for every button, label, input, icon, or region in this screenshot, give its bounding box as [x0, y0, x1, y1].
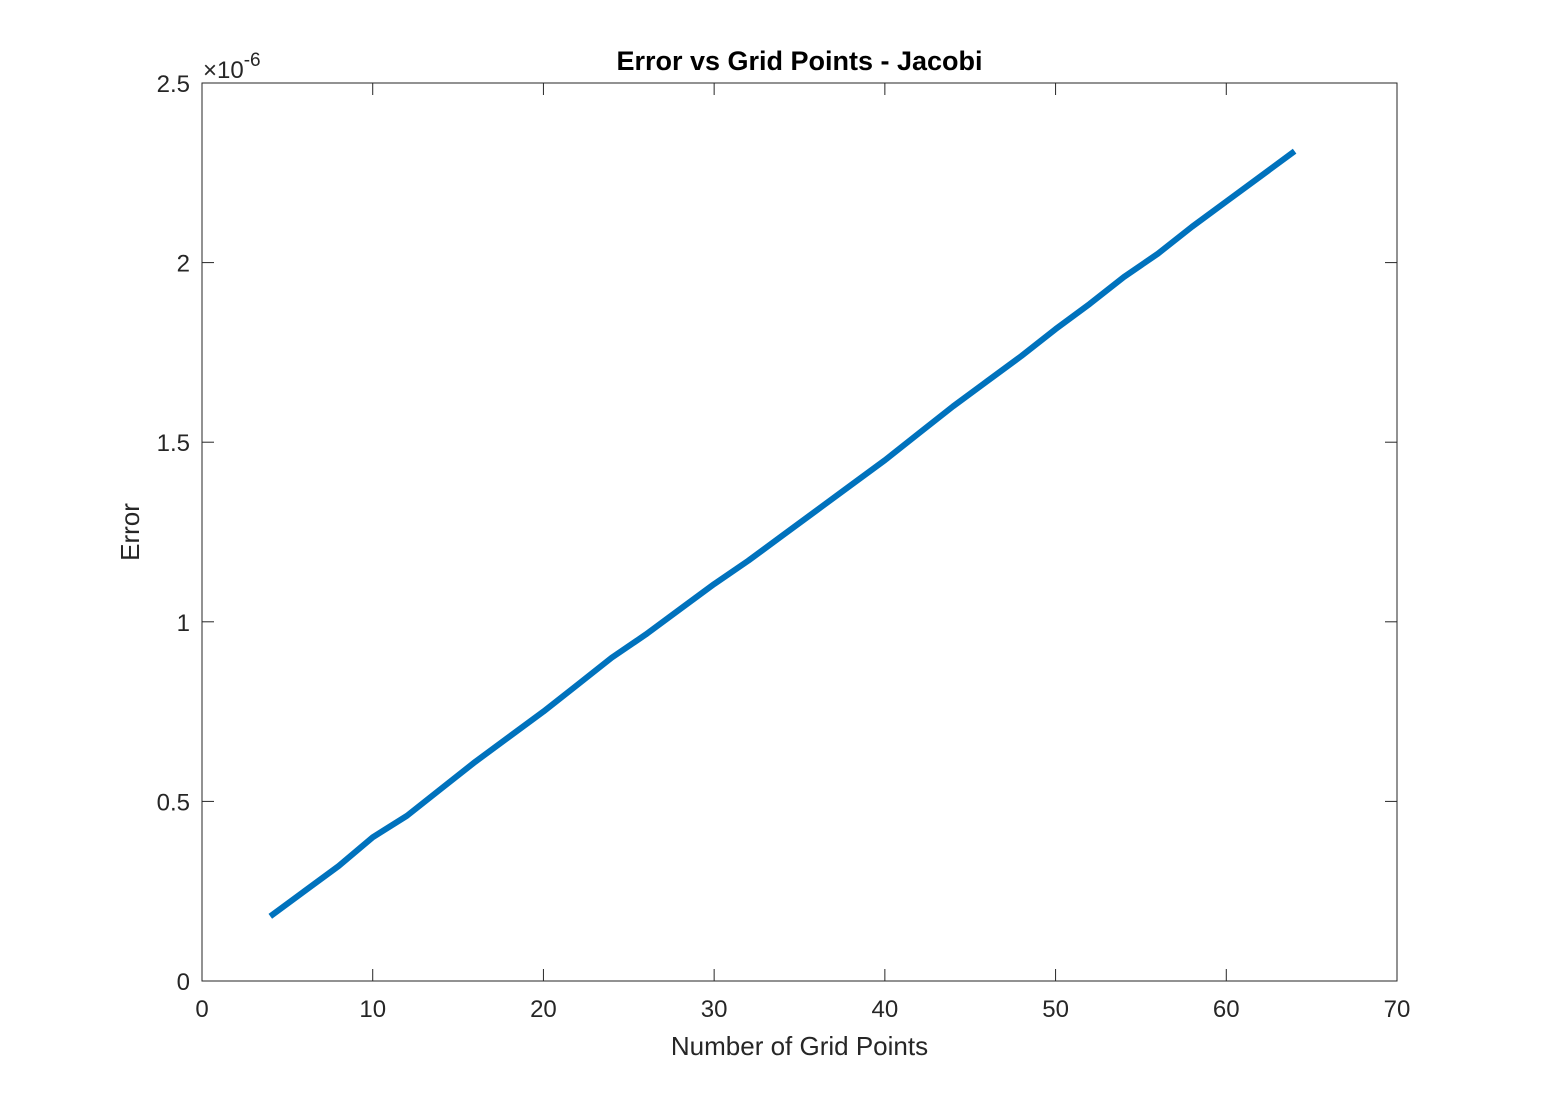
chart-title: Error vs Grid Points - Jacobi	[616, 46, 982, 76]
x-tick-label: 30	[701, 996, 728, 1023]
series-layer	[268, 148, 1297, 919]
y-exponent-power: -6	[244, 50, 261, 71]
plot-area	[201, 82, 1398, 982]
y-axis-label: Error	[115, 503, 145, 561]
y-tick-label: 2.5	[157, 71, 190, 98]
x-tick-label: 50	[1042, 996, 1069, 1023]
ticks: 0 10 20 30 40 50 60 70 0 0.5 1 1.5 2 2.5	[157, 71, 1411, 1023]
x-tick-label: 20	[530, 996, 557, 1023]
y-axis-exponent: ×10-6	[203, 50, 261, 84]
y-tick-label: 0	[177, 969, 190, 996]
x-tick-label: 0	[195, 996, 208, 1023]
x-tick-label: 10	[359, 996, 386, 1023]
x-tick-label: 70	[1384, 996, 1411, 1023]
x-tick-label: 40	[872, 996, 899, 1023]
y-tick-label: 1	[177, 610, 190, 637]
y-tick-label: 0.5	[157, 789, 190, 816]
y-tick-label: 2	[177, 251, 190, 278]
y-tick-label: 1.5	[157, 430, 190, 457]
y-exponent-base: ×10	[203, 57, 244, 84]
x-tick-label: 60	[1213, 996, 1240, 1023]
x-axis-label: Number of Grid Points	[671, 1031, 928, 1061]
